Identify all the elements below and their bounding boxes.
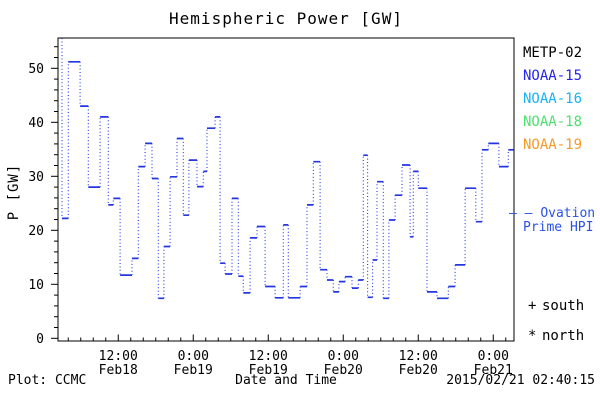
- svg-text:40: 40: [28, 116, 44, 131]
- legend-ovation: – – Ovation Prime HPI: [509, 207, 595, 235]
- legend-item-metp02: METP-02: [523, 45, 583, 61]
- svg-text:Feb20: Feb20: [399, 363, 438, 378]
- svg-text:0:00: 0:00: [178, 349, 209, 364]
- legend-marker-south: + south: [528, 298, 584, 314]
- svg-text:Feb18: Feb18: [99, 363, 138, 378]
- svg-text:0:00: 0:00: [478, 349, 509, 364]
- svg-text:0: 0: [36, 332, 44, 347]
- legend-item-noaa19: NOAA-19: [523, 137, 583, 153]
- svg-text:20: 20: [28, 224, 44, 239]
- svg-text:Feb20: Feb20: [324, 363, 363, 378]
- svg-text:30: 30: [28, 170, 44, 185]
- svg-text:Feb19: Feb19: [174, 363, 213, 378]
- svg-text:12:00: 12:00: [249, 349, 288, 364]
- south-label: south: [542, 298, 585, 314]
- legend-marker-north: * north: [528, 328, 584, 344]
- svg-text:12:00: 12:00: [399, 349, 438, 364]
- ovation-label-line2: Prime HPI: [523, 220, 594, 235]
- svg-text:Feb19: Feb19: [249, 363, 288, 378]
- north-label: north: [542, 328, 585, 344]
- timestamp: 2015/02/21 02:40:15: [446, 373, 595, 388]
- svg-text:Feb21: Feb21: [474, 363, 513, 378]
- svg-text:50: 50: [28, 62, 44, 77]
- svg-text:12:00: 12:00: [99, 349, 138, 364]
- plus-marker-icon: +: [528, 298, 537, 314]
- ovation-label-line1: Ovation: [540, 206, 596, 221]
- legend-item-noaa15: NOAA-15: [523, 68, 583, 84]
- asterisk-marker-icon: *: [528, 328, 537, 344]
- x-axis-label: Date and Time: [235, 373, 337, 388]
- legend-item-noaa18: NOAA-18: [523, 114, 583, 130]
- legend-item-noaa16: NOAA-16: [523, 91, 583, 107]
- ovation-dash-marker: – –: [509, 206, 533, 221]
- svg-text:10: 10: [28, 278, 44, 293]
- chart-title: Hemispheric Power [GW]: [169, 9, 403, 28]
- plot-source-label: Plot: CCMC: [8, 373, 87, 388]
- svg-text:0:00: 0:00: [328, 349, 359, 364]
